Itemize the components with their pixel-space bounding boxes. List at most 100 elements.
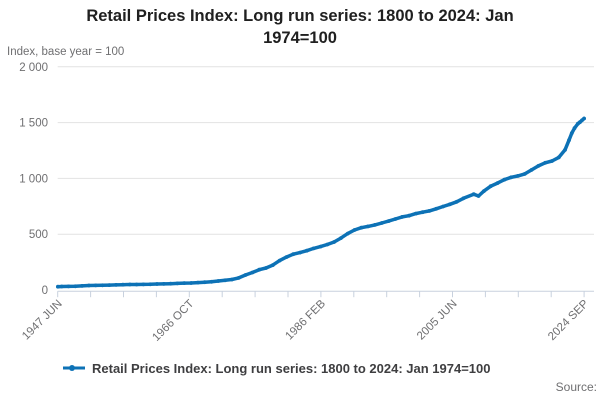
data-point-marker[interactable] <box>569 131 574 136</box>
data-point-marker[interactable] <box>352 228 357 232</box>
data-point-marker[interactable] <box>93 283 98 288</box>
x-tick-label: 1966 OCT <box>150 298 196 344</box>
data-point-marker[interactable] <box>482 189 486 194</box>
data-point-marker[interactable] <box>407 213 411 218</box>
data-point-marker[interactable] <box>196 280 200 285</box>
data-point-marker[interactable] <box>318 244 323 249</box>
data-point-marker[interactable] <box>572 126 577 131</box>
x-tick-label: 2005 JUN <box>415 298 460 343</box>
chart-title: Retail Prices Index: Long run series: 18… <box>0 6 600 50</box>
data-point-marker[interactable] <box>100 283 105 288</box>
data-point-marker[interactable] <box>304 248 309 253</box>
data-point-marker[interactable] <box>476 194 481 198</box>
data-point-marker[interactable] <box>509 175 514 180</box>
data-point-marker[interactable] <box>556 155 561 160</box>
data-point-marker[interactable] <box>441 204 445 209</box>
data-point-marker[interactable] <box>550 159 554 163</box>
data-point-marker[interactable] <box>366 224 370 229</box>
x-tick-label: 1947 JUN <box>20 298 65 343</box>
data-point-marker[interactable] <box>284 255 289 259</box>
data-point-marker[interactable] <box>121 282 125 287</box>
data-point-marker[interactable] <box>107 283 112 287</box>
x-tick-label: 2024 SEP <box>546 298 591 343</box>
line-with-dot-marker-icon <box>63 365 85 371</box>
data-point-marker[interactable] <box>543 160 548 165</box>
data-point-marker[interactable] <box>536 164 541 168</box>
data-point-marker[interactable] <box>223 278 228 283</box>
data-point-marker[interactable] <box>264 266 268 270</box>
data-point-marker[interactable] <box>567 138 571 143</box>
data-point-marker[interactable] <box>427 209 432 213</box>
y-tick-label: 0 <box>42 285 48 297</box>
data-point-marker[interactable] <box>345 231 350 236</box>
data-point-marker[interactable] <box>141 282 146 287</box>
data-point-marker[interactable] <box>332 240 336 244</box>
x-tick-label: 1986 FEB <box>283 298 328 343</box>
data-point-marker[interactable] <box>359 225 364 230</box>
data-point-marker[interactable] <box>73 284 78 289</box>
data-point-marker[interactable] <box>495 181 500 186</box>
data-point-marker[interactable] <box>400 215 405 219</box>
data-point-marker[interactable] <box>56 284 60 289</box>
data-point-marker[interactable] <box>529 168 534 172</box>
data-point-marker[interactable] <box>59 284 64 289</box>
data-point-marker[interactable] <box>87 283 91 288</box>
data-point-marker[interactable] <box>114 283 118 287</box>
data-point-marker[interactable] <box>155 282 159 286</box>
data-point-marker[interactable] <box>148 282 153 287</box>
data-point-marker[interactable] <box>563 148 567 152</box>
data-point-marker[interactable] <box>413 211 418 216</box>
legend-label: Retail Prices Index: Long run series: 18… <box>92 360 491 376</box>
data-point-marker[interactable] <box>311 246 316 251</box>
data-point-marker[interactable] <box>80 284 84 288</box>
data-point-marker[interactable] <box>325 242 330 247</box>
data-point-marker[interactable] <box>516 174 520 178</box>
y-tick-label: 1 000 <box>19 173 48 185</box>
data-point-marker[interactable] <box>488 184 493 189</box>
data-point-marker[interactable] <box>339 236 343 241</box>
data-point-marker[interactable] <box>134 282 139 287</box>
data-point-marker[interactable] <box>168 281 173 286</box>
data-point-marker[interactable] <box>454 199 459 204</box>
data-point-marker[interactable] <box>66 284 71 289</box>
legend[interactable]: Retail Prices Index: Long run series: 18… <box>63 359 491 377</box>
data-point-marker[interactable] <box>420 210 425 215</box>
data-point-marker[interactable] <box>471 192 476 197</box>
data-point-marker[interactable] <box>236 276 241 280</box>
data-point-marker[interactable] <box>216 279 221 283</box>
data-point-marker[interactable] <box>291 252 296 257</box>
data-point-marker[interactable] <box>434 206 439 211</box>
source-note: Source: <box>555 380 597 394</box>
rpi-series-line[interactable] <box>56 116 586 289</box>
data-point-marker[interactable] <box>230 277 234 282</box>
data-point-marker[interactable] <box>448 202 452 207</box>
data-point-marker[interactable] <box>270 263 275 267</box>
data-point-marker[interactable] <box>298 250 302 255</box>
data-point-marker[interactable] <box>243 273 248 277</box>
data-point-marker[interactable] <box>277 258 282 263</box>
data-point-marker[interactable] <box>393 217 398 221</box>
rpi-series[interactable] <box>56 116 586 289</box>
y-tick-label: 500 <box>29 229 48 241</box>
data-point-marker[interactable] <box>582 116 586 121</box>
data-point-marker[interactable] <box>161 282 166 286</box>
data-point-marker[interactable] <box>522 172 527 176</box>
data-point-marker[interactable] <box>209 279 214 284</box>
y-tick-label: 1 500 <box>19 118 48 130</box>
chart-title-line1: Retail Prices Index: Long run series: 18… <box>86 7 514 25</box>
data-point-marker[interactable] <box>189 281 194 285</box>
data-point-marker[interactable] <box>127 282 132 287</box>
data-point-marker[interactable] <box>461 196 466 201</box>
data-point-marker[interactable] <box>202 280 207 285</box>
data-point-marker[interactable] <box>175 281 180 286</box>
data-point-marker[interactable] <box>250 270 255 275</box>
data-point-marker[interactable] <box>502 177 507 182</box>
data-point-marker[interactable] <box>373 223 377 227</box>
y-tick-label: 2 000 <box>19 62 48 74</box>
data-point-marker[interactable] <box>182 281 187 285</box>
data-point-marker[interactable] <box>386 219 391 224</box>
data-point-marker[interactable] <box>379 221 384 225</box>
data-point-marker[interactable] <box>257 267 262 272</box>
